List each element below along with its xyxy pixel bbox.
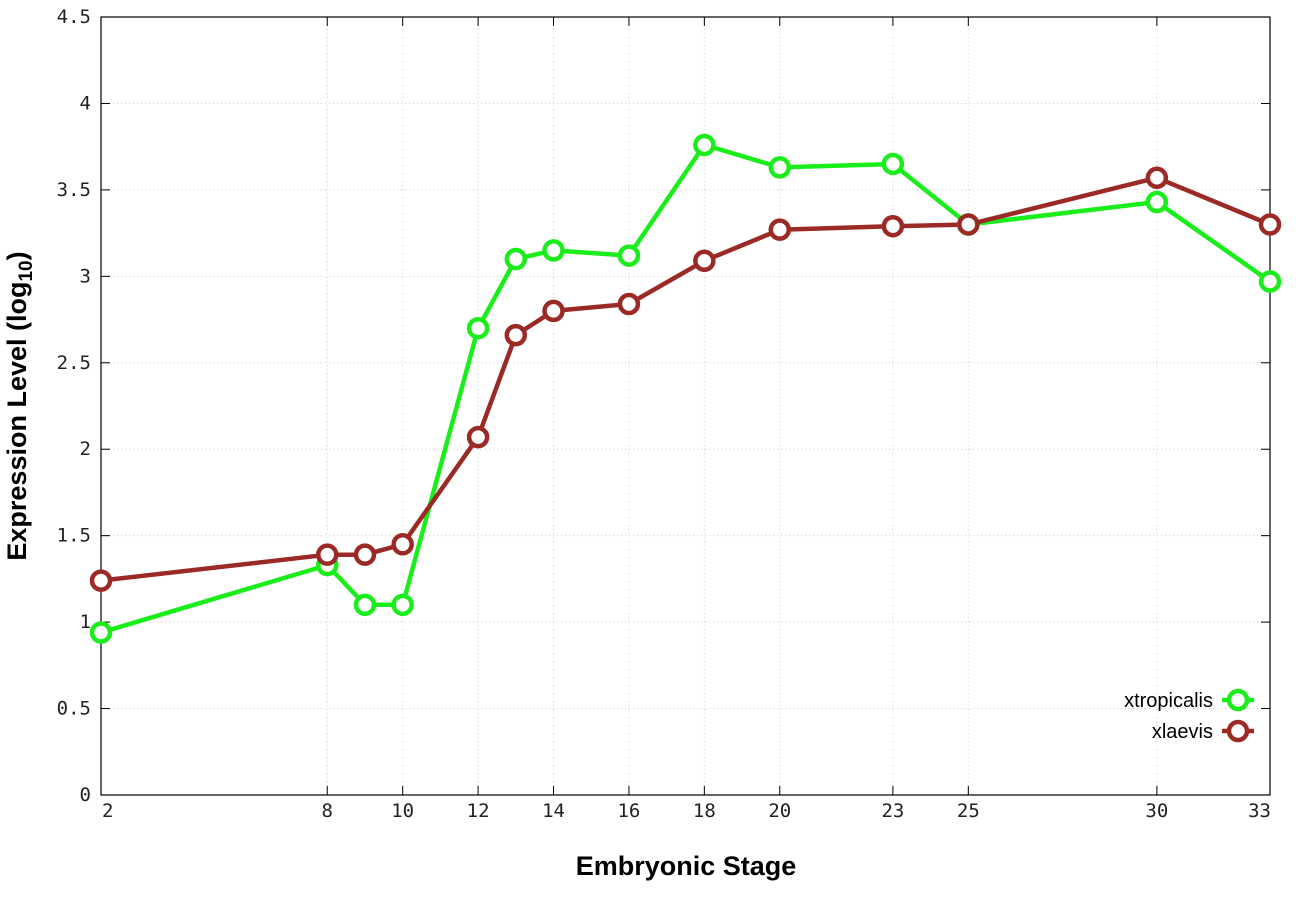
x-tick-label: 2 — [102, 800, 113, 822]
y-tick-label: 4.5 — [57, 6, 91, 28]
legend: xtropicalis xlaevis — [1124, 688, 1254, 743]
y-tick-label: 0.5 — [57, 698, 91, 720]
y-tick-label: 4 — [80, 92, 91, 114]
legend-marker — [1226, 719, 1250, 743]
y-tick-label: 1 — [80, 611, 91, 633]
legend-marker — [1226, 688, 1250, 712]
legend-entry: xlaevis — [1152, 719, 1254, 743]
data-point — [504, 323, 528, 347]
x-tick-label: 18 — [693, 800, 716, 822]
data-point — [353, 593, 377, 617]
data-point — [1145, 190, 1169, 214]
legend-label: xlaevis — [1152, 721, 1213, 743]
data-point — [957, 213, 980, 236]
y-tick-label: 3 — [80, 265, 91, 287]
x-tick-label: 16 — [617, 800, 640, 822]
y-tick-label: 0 — [80, 784, 91, 806]
data-point — [768, 218, 792, 241]
x-tick-label: 25 — [957, 800, 980, 822]
series-line — [100, 175, 1271, 583]
x-axis-title: Embryonic Stage — [576, 851, 797, 881]
plot-area — [100, 16, 1271, 796]
legend-label: xtropicalis — [1124, 690, 1213, 712]
data-point — [1145, 166, 1169, 190]
y-axis-title-close: ) — [2, 251, 32, 260]
data-point — [391, 533, 414, 556]
x-tick-label: 23 — [881, 800, 904, 822]
series-xtropicalis — [89, 133, 1282, 644]
data-point — [316, 543, 339, 566]
data-point — [353, 543, 377, 566]
data-point — [466, 316, 490, 340]
data-point — [1258, 213, 1282, 236]
x-tick-label: 30 — [1145, 800, 1168, 822]
y-axis-title-subscript: 10 — [16, 260, 37, 281]
data-point — [693, 133, 716, 157]
data-point — [391, 593, 414, 617]
data-point — [768, 156, 792, 179]
x-tick-label: 8 — [322, 800, 333, 822]
data-point — [89, 621, 113, 644]
data-point — [542, 299, 565, 323]
data-point — [466, 425, 490, 449]
grid — [101, 17, 1270, 795]
x-tick-label: 33 — [1248, 800, 1271, 822]
data-point — [542, 239, 565, 262]
y-tick-label: 3.5 — [57, 179, 91, 201]
x-tick-label: 10 — [391, 800, 414, 822]
x-tick-label: 14 — [542, 800, 565, 822]
y-axis-title: Expression Level (log10) — [2, 251, 37, 560]
data-point — [693, 249, 716, 273]
axis-ticks: 0 0.5 1 1.5 2 2.5 3 3.5 4 4.5 2 8 10 12 14 16 18 20 23 25 30… — [57, 6, 1271, 822]
data-point — [617, 244, 641, 267]
data-point — [89, 569, 113, 592]
y-axis-title-main: Expression Level (log — [2, 282, 32, 561]
series-group — [89, 133, 1282, 644]
x-tick-label: 20 — [768, 800, 791, 822]
data-point — [881, 214, 905, 238]
y-tick-label: 2 — [80, 438, 91, 460]
data-point — [1258, 270, 1282, 293]
data-point — [881, 152, 905, 176]
x-tick-label: 12 — [467, 800, 490, 822]
data-point — [504, 247, 528, 271]
data-point — [617, 292, 641, 316]
series-xlaevis — [89, 166, 1282, 592]
legend-entry: xtropicalis — [1124, 688, 1254, 712]
y-tick-label: 2.5 — [57, 352, 91, 374]
y-tick-label: 1.5 — [57, 525, 91, 547]
